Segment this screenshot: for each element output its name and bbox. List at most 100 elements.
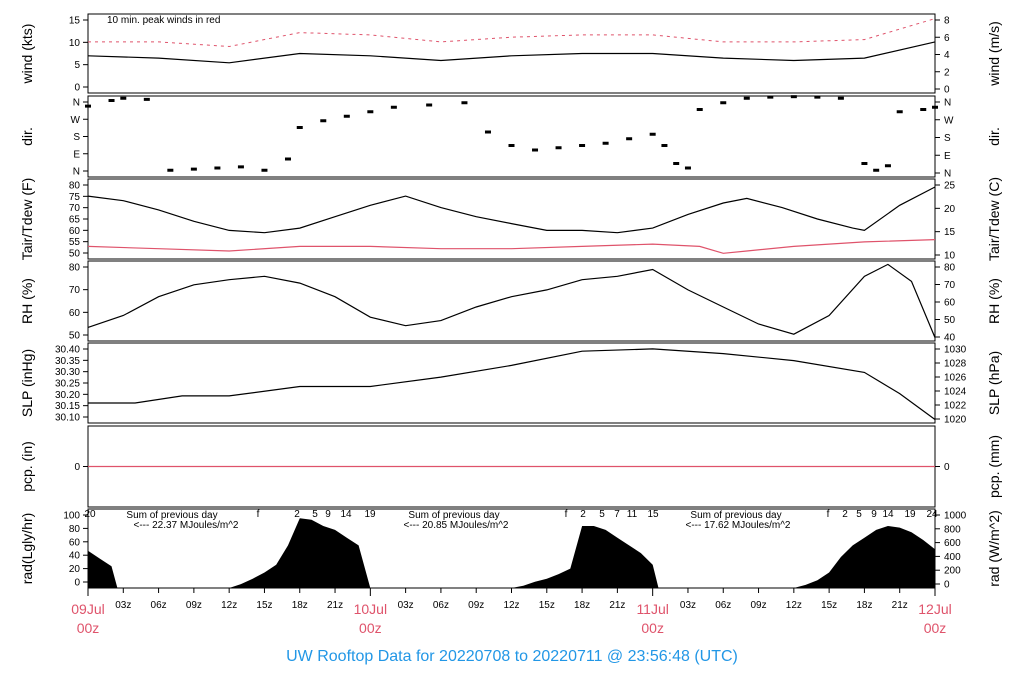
y-tick-label-right: 1024 bbox=[944, 387, 967, 398]
y-tick-label-left: 30.35 bbox=[55, 356, 80, 367]
y-tick-label-left: 70 bbox=[69, 285, 81, 296]
y-tick-label-left: 30.20 bbox=[55, 390, 80, 401]
y-axis-label-left: wind (kts) bbox=[19, 24, 35, 85]
wind-direction-point bbox=[743, 96, 750, 100]
radiation-hour-label: 2 bbox=[294, 509, 300, 520]
radiation-hour-label: 11 bbox=[627, 509, 638, 520]
y-axis-label-left: pcp. (in) bbox=[19, 441, 35, 492]
y-tick-label-left: E bbox=[73, 149, 80, 160]
wind-direction-point bbox=[190, 167, 197, 171]
y-tick-label-left: 55 bbox=[69, 237, 81, 248]
x-major-date-label: 12Jul bbox=[918, 601, 951, 617]
radiation-hour-label: 15 bbox=[647, 509, 659, 520]
y-tick-label-left: 60 bbox=[69, 537, 81, 548]
wind-direction-point bbox=[167, 168, 174, 172]
y-axis-label-right: wind (m/s) bbox=[986, 21, 1002, 87]
wind-direction-point bbox=[884, 164, 891, 168]
x-tick-label: 15z bbox=[539, 600, 555, 611]
y-tick-label-left: N bbox=[73, 167, 80, 178]
radiation-hour-label: 9 bbox=[325, 509, 331, 520]
wind-direction-point bbox=[767, 95, 774, 99]
radiation-hour-label: 19 bbox=[364, 509, 376, 520]
y-tick-label-right: 1028 bbox=[944, 359, 967, 370]
x-tick-label: 06z bbox=[151, 600, 167, 611]
wind-direction-point bbox=[108, 99, 115, 102]
y-tick-label-right: 1030 bbox=[944, 345, 967, 356]
y-axis-label-right: RH (%) bbox=[986, 278, 1002, 324]
x-tick-label: 06z bbox=[433, 600, 449, 611]
series-line-tair bbox=[87, 186, 936, 234]
y-tick-label-left: 0 bbox=[74, 83, 80, 94]
y-tick-label-right: 20 bbox=[944, 204, 956, 215]
x-tick-label: 15z bbox=[256, 600, 272, 611]
x-major-hour-label: 00z bbox=[359, 620, 382, 636]
wind-direction-point bbox=[602, 141, 609, 145]
y-tick-label-right: 400 bbox=[944, 552, 961, 563]
wind-direction-point bbox=[143, 97, 150, 101]
radiation-hour-label: 5 bbox=[599, 509, 605, 520]
daily-sum-title: Sum of previous day bbox=[408, 510, 499, 521]
y-tick-label-right: 1020 bbox=[944, 415, 967, 426]
x-tick-label: 21z bbox=[892, 600, 908, 611]
radiation-hour-label: 9 bbox=[871, 509, 877, 520]
y-axis-label-right: rad (W/m^2) bbox=[986, 510, 1002, 587]
y-tick-label-left: 10 bbox=[69, 38, 81, 49]
y-tick-label-left: 15 bbox=[69, 16, 81, 27]
wind-direction-point bbox=[649, 132, 656, 136]
y-tick-label-right: 25 bbox=[944, 181, 956, 192]
y-axis-label-left: dir. bbox=[19, 127, 35, 146]
radiation-area bbox=[88, 518, 935, 588]
wind-direction-point bbox=[284, 157, 291, 161]
x-tick-label: 21z bbox=[609, 600, 625, 611]
y-tick-label-left: 80 bbox=[69, 524, 81, 535]
wind-direction-point bbox=[720, 101, 727, 105]
y-tick-label-right: 200 bbox=[944, 566, 961, 577]
wind-direction-point bbox=[896, 110, 903, 114]
radiation-hour-label: 2 bbox=[580, 509, 586, 520]
x-major-date-label: 09Jul bbox=[71, 601, 104, 617]
y-tick-label-right: 6 bbox=[944, 33, 950, 44]
wind-direction-point bbox=[790, 95, 797, 99]
x-major-hour-label: 00z bbox=[77, 620, 100, 636]
panel-frame bbox=[87, 342, 936, 424]
y-tick-label-left: 75 bbox=[69, 192, 81, 203]
radiation-hour-label: f bbox=[257, 509, 260, 520]
y-tick-label-right: 50 bbox=[944, 315, 956, 326]
y-tick-label-right: 80 bbox=[944, 263, 956, 274]
y-tick-label-left: 60 bbox=[69, 308, 81, 319]
wind-direction-point bbox=[343, 114, 350, 118]
y-tick-label-left: 60 bbox=[69, 226, 81, 237]
x-tick-label: 09z bbox=[750, 600, 766, 611]
daily-sum-title: Sum of previous day bbox=[690, 510, 781, 521]
y-tick-label-left: 0 bbox=[74, 578, 80, 589]
y-tick-label-right: 800 bbox=[944, 524, 961, 535]
y-tick-label-right: 600 bbox=[944, 538, 961, 549]
y-tick-label-right: 10 bbox=[944, 251, 956, 262]
y-tick-label-right: E bbox=[944, 151, 951, 162]
wind-direction-point bbox=[673, 162, 680, 165]
panel-frame bbox=[87, 178, 936, 260]
wind-direction-point bbox=[320, 119, 327, 123]
radiation-hour-label: 24 bbox=[926, 509, 938, 520]
y-tick-label-left: 30.10 bbox=[55, 413, 80, 424]
panel-frame bbox=[87, 95, 936, 178]
y-tick-label-left: 80 bbox=[69, 263, 81, 274]
series-line-rh bbox=[87, 263, 936, 338]
wind-direction-point bbox=[532, 148, 539, 152]
y-tick-label-right: 0 bbox=[944, 580, 950, 591]
y-tick-label-left: 100 bbox=[63, 511, 80, 522]
y-tick-label-right: 4 bbox=[944, 50, 950, 61]
wind-direction-point bbox=[696, 108, 703, 111]
y-tick-label-left: W bbox=[71, 115, 81, 126]
y-tick-label-left: 30.15 bbox=[55, 401, 80, 412]
wind-direction-point bbox=[214, 166, 221, 170]
y-axis-label-left: Tair/Tdew (F) bbox=[19, 178, 35, 260]
y-tick-label-right: 1000 bbox=[944, 511, 967, 522]
y-tick-label-right: 0 bbox=[944, 462, 950, 473]
y-tick-label-right: 40 bbox=[944, 333, 956, 344]
wind-direction-point bbox=[555, 146, 562, 150]
y-tick-label-right: 70 bbox=[944, 280, 956, 291]
x-tick-label: 12z bbox=[786, 600, 802, 611]
y-tick-label-left: 30.25 bbox=[55, 379, 80, 390]
